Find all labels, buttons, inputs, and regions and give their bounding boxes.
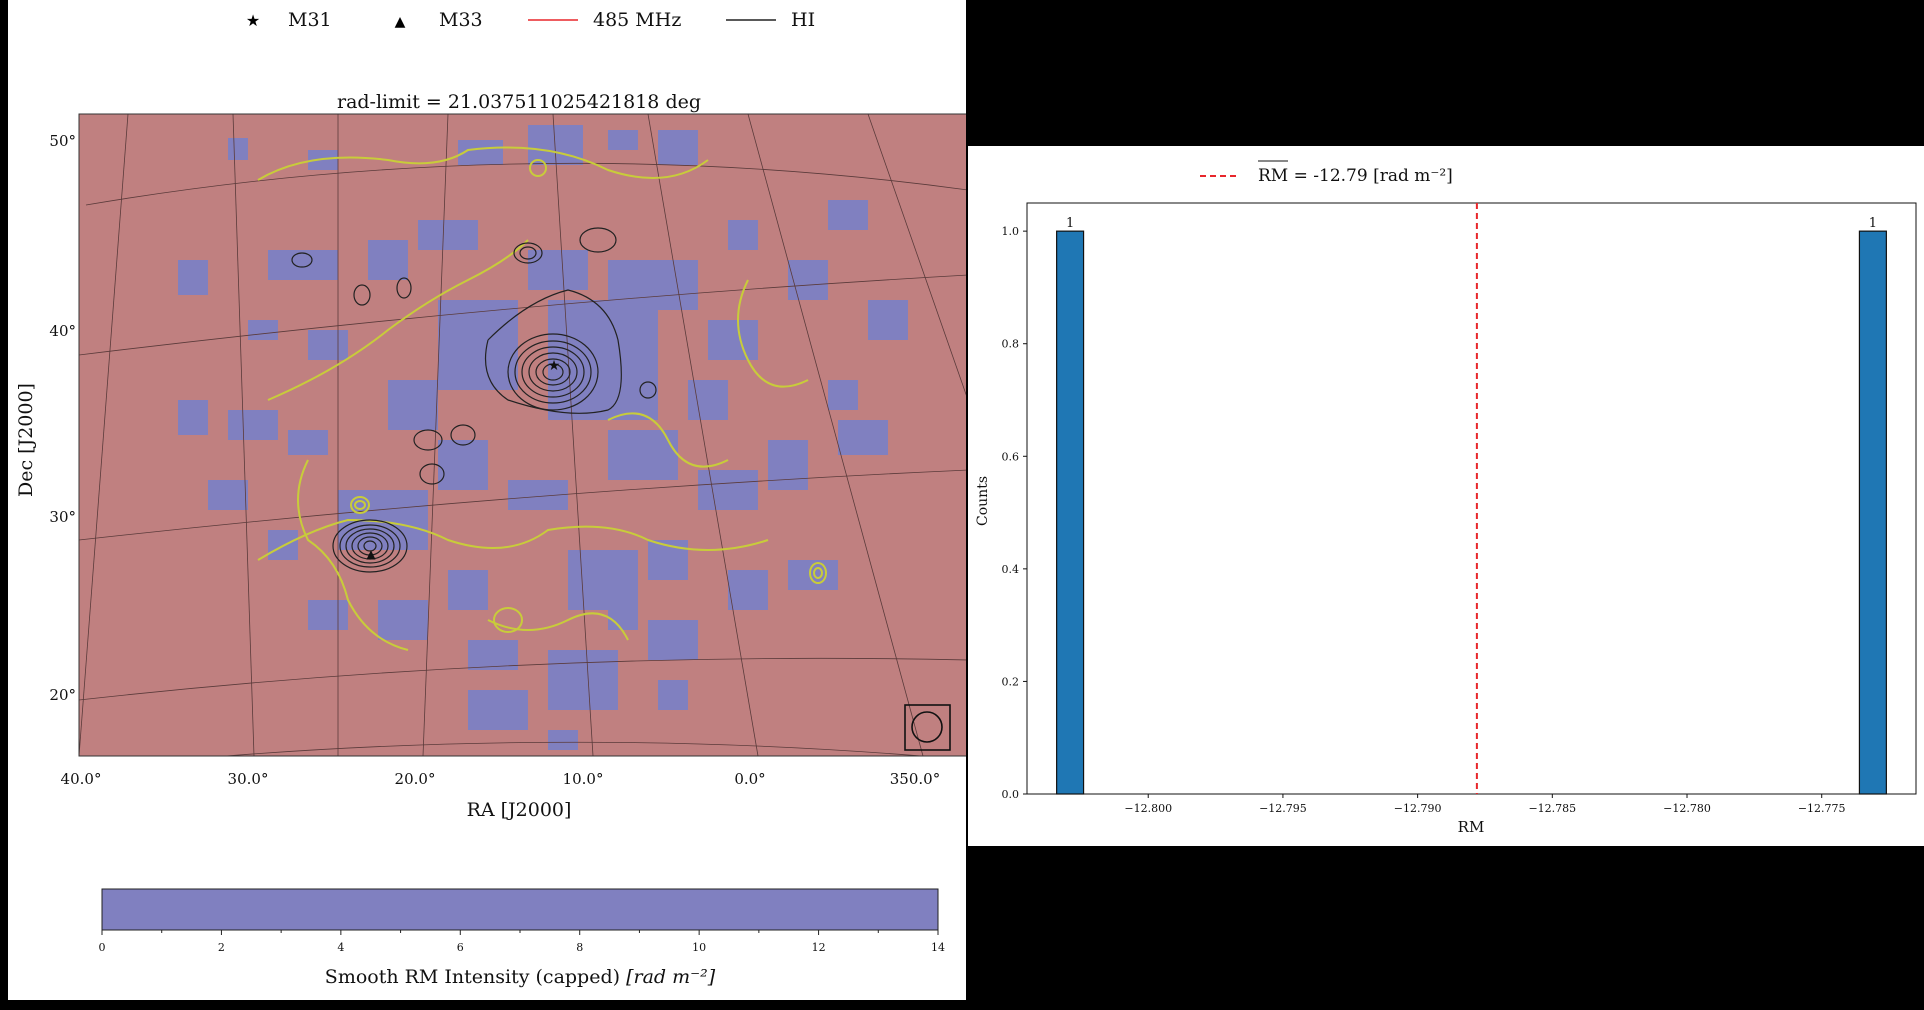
star-icon: ★ [246,11,260,30]
map-legend: ★ M31 ▲ M33 485 MHz HI [246,9,815,31]
legend-label-m33: M33 [439,9,483,31]
graticule [79,114,966,756]
y-tick-label: 0.6 [1002,450,1020,463]
map-y-ticks: 50° 40° 30° 20° [49,132,76,704]
hist-y-label: Counts [975,476,991,526]
x-tick-label: −12.800 [1124,802,1172,815]
legend-mean-label: RM = -12.79 [rad m⁻²] [1258,166,1453,186]
y-tick: 50° [49,132,76,150]
hist-x-label: RM [1458,818,1485,836]
x-tick-label: −12.790 [1394,802,1442,815]
legend-label-hi: HI [791,9,815,31]
y-tick: 20° [49,686,76,704]
colorbar-tick-label: 2 [218,941,225,954]
m33-marker: ▲ [366,547,376,561]
y-tick-label: 1.0 [1002,225,1020,238]
y-tick-label: 0.0 [1002,788,1020,801]
x-tick-label: −12.775 [1798,802,1846,815]
map-title: rad-limit = 21.037511025421818 deg [337,91,701,113]
left-panel: ★ M31 ▲ M33 485 MHz HI rad-limit = 21.03… [8,0,966,1000]
x-tick-label: −12.780 [1663,802,1711,815]
colorbar-label: Smooth RM Intensity (capped) [rad m⁻²] [325,966,716,988]
x-tick-label: −12.795 [1259,802,1307,815]
colorbar-unit: [rad m⁻²] [626,966,716,988]
colorbar-ticks [101,930,939,935]
map-area: ★ ▲ [79,114,966,756]
x-tick: 40.0° [61,770,102,788]
x-tick: 350.0° [890,770,940,788]
x-tick: 0.0° [734,770,765,788]
bar-count-label: 1 [1869,216,1877,231]
y-tick-label: 0.2 [1002,675,1020,688]
map-x-label: RA [J2000] [467,799,572,821]
contour-hi [291,227,657,573]
beam-circle [911,711,943,743]
hist-frame [1026,202,1917,795]
rm-histogram: RM = -12.79 [rad m⁻²] 0.0 0.2 0.4 0.6 0.8 1.0… [975,160,1917,836]
x-tick: 10.0° [563,770,604,788]
colorbar-bar [101,888,939,931]
colorbar-tick-label: 12 [812,941,826,954]
sky-map-figure: ★ M31 ▲ M33 485 MHz HI rad-limit = 21.03… [15,9,966,988]
y-tick: 30° [49,508,76,526]
x-tick-label: −12.785 [1528,802,1576,815]
colorbar-tick-label: 4 [337,941,344,954]
triangle-icon: ▲ [395,14,406,30]
map-y-label: Dec [J2000] [15,383,37,497]
legend-label-485: 485 MHz [593,9,681,31]
colorbar: 0 2 4 6 8 10 12 14 Smooth RM Intensity (… [99,888,946,988]
right-panel: RM = -12.79 [rad m⁻²] 0.0 0.2 0.4 0.6 0.8 1.0… [968,146,1924,846]
colorbar-tick-label: 14 [931,941,945,954]
y-tick-label: 0.4 [1002,563,1020,576]
legend-label-m31: M31 [288,9,332,31]
colorbar-tick-label: 10 [692,941,706,954]
x-tick: 20.0° [395,770,436,788]
bar-count-label: 1 [1066,216,1074,231]
y-tick: 40° [49,322,76,340]
hist-legend: RM = -12.79 [rad m⁻²] [1200,160,1453,186]
colorbar-tick-labels: 0 2 4 6 8 10 12 14 [99,941,946,954]
hist-bar [1056,230,1085,795]
colorbar-label-text: Smooth RM Intensity (capped) [325,966,620,988]
colorbar-tick-label: 6 [457,941,464,954]
beam-box [904,704,951,751]
map-x-ticks: 40.0° 30.0° 20.0° 10.0° 0.0° 350.0° [61,770,941,788]
m31-marker: ★ [548,358,561,374]
y-tick-label: 0.8 [1002,338,1020,351]
colorbar-tick-label: 8 [576,941,583,954]
map-frame [78,113,966,757]
map-background [79,114,966,756]
contour-485 [257,146,827,651]
x-tick: 30.0° [228,770,269,788]
colorbar-tick-label: 0 [99,941,106,954]
hist-bar [1858,230,1887,795]
hist-plot-area: 0.0 0.2 0.4 0.6 0.8 1.0 −12.800 −12.795 −12.790 −… [1002,202,1917,815]
